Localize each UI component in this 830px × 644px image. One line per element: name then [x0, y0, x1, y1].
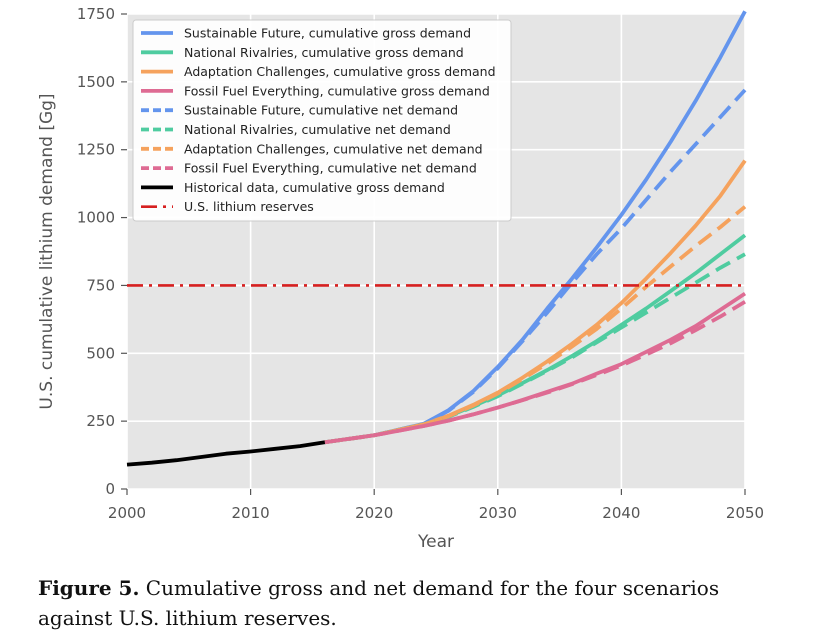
series-line-8 [126, 440, 326, 467]
y-tick-label: 1250 [77, 141, 115, 159]
legend-label: National Rivalries, cumulative net deman… [184, 122, 451, 137]
series-line-0 [324, 10, 747, 445]
axes: 2000 2010 2020 2030 2040 2050 0 250 500 750 1000 12… [77, 5, 764, 522]
x-tick-label: 2050 [726, 504, 764, 522]
legend: Sustainable Future, cumulative gross dem… [132, 19, 512, 222]
y-tick-label: 500 [86, 344, 115, 362]
y-tick-label: 1000 [77, 209, 115, 227]
legend-label: Adaptation Challenges, cumulative net de… [184, 141, 483, 156]
legend-label: Fossil Fuel Everything, cumulative net d… [184, 161, 477, 176]
x-tick-label: 2030 [479, 504, 517, 522]
legend-box [132, 19, 512, 222]
legend-label: U.S. lithium reserves [184, 199, 314, 214]
x-tick-label: 2000 [108, 504, 146, 522]
legend-label: Sustainable Future, cumulative gross dem… [184, 26, 471, 41]
figure-caption-label: Figure 5. [38, 576, 140, 600]
series-lines [126, 10, 747, 467]
legend-label: Fossil Fuel Everything, cumulative gross… [184, 83, 490, 98]
legend-label: Sustainable Future, cumulative net deman… [184, 103, 458, 118]
series-line-7 [324, 300, 746, 445]
series-line-6 [324, 205, 747, 445]
x-tick-label: 2020 [355, 504, 393, 522]
legend-label: Historical data, cumulative gross demand [184, 180, 445, 195]
y-tick-label: 0 [105, 480, 115, 498]
x-tick-label: 2040 [602, 504, 640, 522]
y-tick-label: 1500 [77, 73, 115, 91]
series-line-5 [324, 252, 746, 445]
legend-label: Adaptation Challenges, cumulative gross … [184, 64, 496, 79]
lithium-demand-chart: 2000 2010 2020 2030 2040 2050 0 250 500 750 1000 12… [37, 5, 764, 552]
series-line-2 [324, 159, 747, 445]
y-tick-label: 1750 [77, 5, 115, 23]
y-axis-label: U.S. cumulative lithium demand [Gg] [37, 93, 57, 409]
y-tick-label: 250 [86, 412, 115, 430]
legend-label: National Rivalries, cumulative gross dem… [184, 45, 464, 60]
figure-caption-text: Cumulative gross and net demand for the … [38, 576, 720, 630]
y-tick-label: 750 [86, 276, 115, 294]
x-tick-label: 2010 [232, 504, 270, 522]
figure-caption: Figure 5. Cumulative gross and net deman… [38, 573, 778, 633]
x-axis-label: Year [417, 532, 454, 552]
